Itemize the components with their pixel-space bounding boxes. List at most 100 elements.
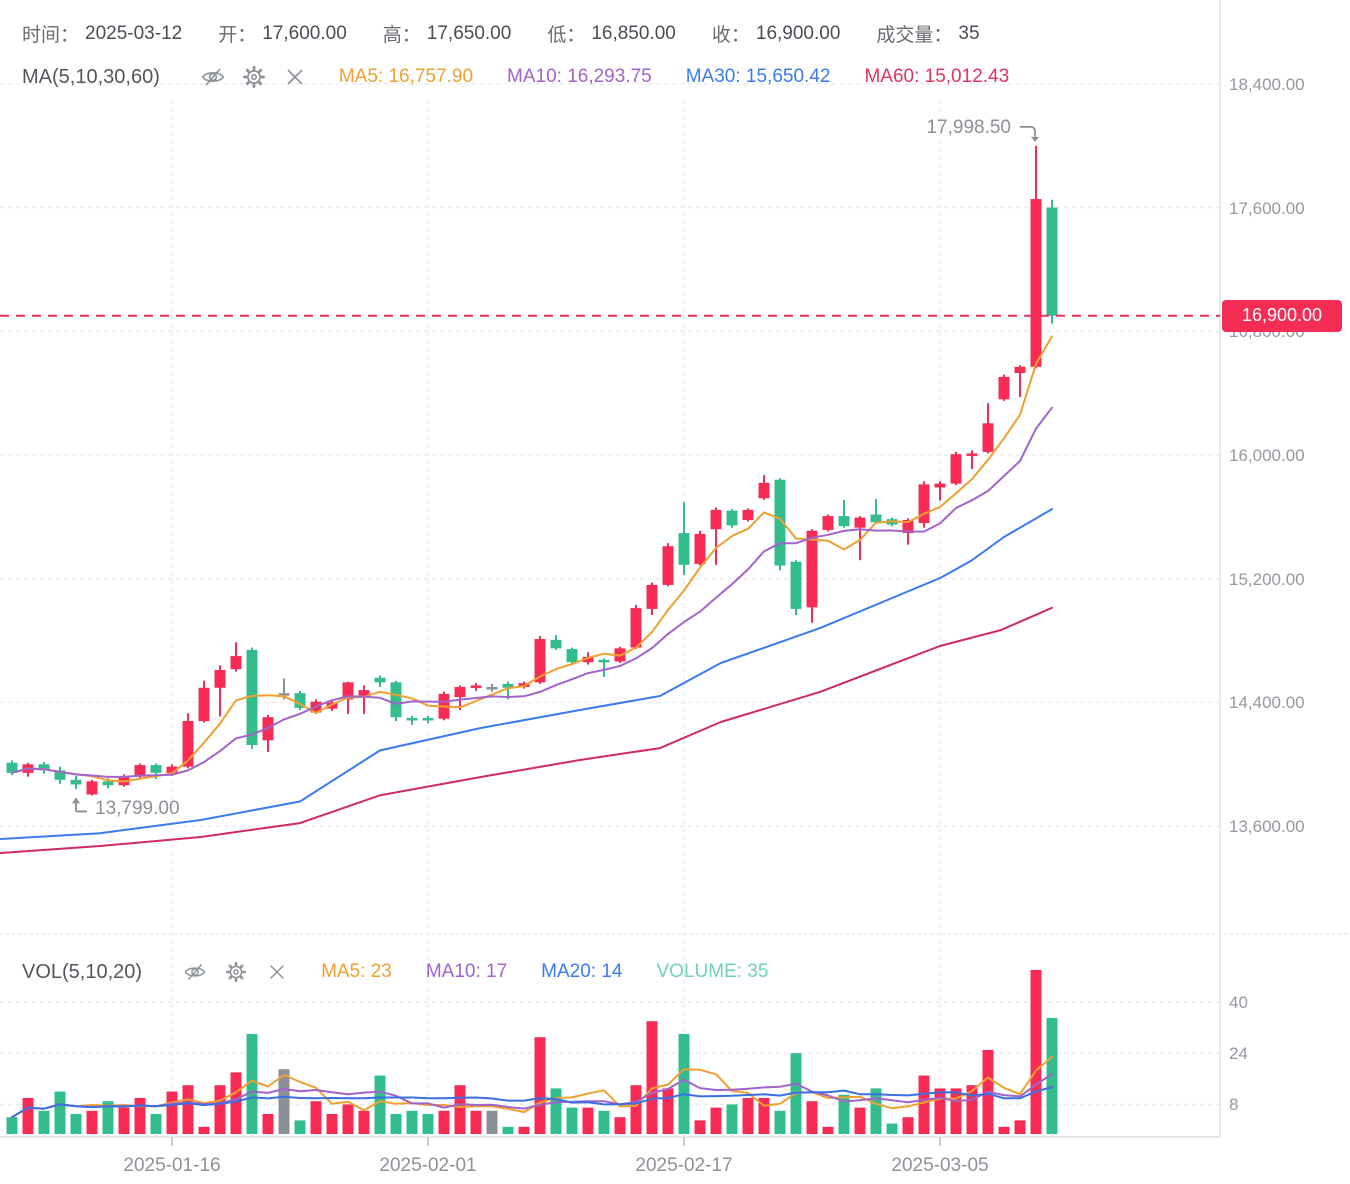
vol-current-value: VOLUME: 35 xyxy=(656,961,769,982)
ohlc-header: 时间： 2025-03-12 开： 17,600.00 高： 17,650.00 低：… xyxy=(22,20,1016,47)
close-value: 16,900.00 xyxy=(755,22,841,44)
remove-indicator-button[interactable] xyxy=(280,62,310,92)
eye-off-icon xyxy=(201,68,225,86)
volume-bar xyxy=(822,1126,834,1134)
low-label: 低： xyxy=(547,25,586,46)
volume-bar xyxy=(646,1021,658,1134)
candle-body xyxy=(966,453,978,456)
price-axis-label: 18,400.00 xyxy=(1229,74,1305,94)
candle-body xyxy=(694,533,706,565)
volume-bar xyxy=(70,1114,82,1134)
volume-bar xyxy=(630,1085,642,1134)
candle-body xyxy=(502,683,514,688)
candle-body xyxy=(86,781,98,795)
candle-body xyxy=(950,454,962,484)
volume-axis-label: 40 xyxy=(1229,993,1248,1012)
ma10-value: MA10: 16,293.75 xyxy=(507,66,652,87)
gear-icon xyxy=(225,961,247,983)
candle-body xyxy=(982,423,994,452)
volume-label: 成交量： xyxy=(876,25,953,46)
candle-body xyxy=(806,530,818,608)
volume-bar xyxy=(854,1107,866,1134)
ma-legend: MA(5,10,30,60) xyxy=(22,62,1043,92)
time-field: 时间： 2025-03-12 xyxy=(22,20,182,47)
price-axis-label: 16,000.00 xyxy=(1229,446,1305,465)
candle-body xyxy=(278,693,290,696)
volume-bar xyxy=(86,1110,98,1134)
volume-bar xyxy=(246,1034,258,1134)
time-value: 2025-03-12 xyxy=(85,22,183,44)
low-field: 低： 16,850.00 xyxy=(547,20,676,47)
volume-bar xyxy=(726,1104,738,1134)
ma5-value: MA5: 16,757.90 xyxy=(338,66,474,87)
vol-legend: VOL(5,10,20) xyxy=(22,957,802,987)
volume-bar xyxy=(694,1120,706,1134)
candle-body xyxy=(54,770,66,780)
ma60-value: MA60: 15,012.43 xyxy=(864,66,1010,87)
volume-bar xyxy=(966,1085,978,1134)
volume-bar xyxy=(758,1098,770,1134)
candle-body xyxy=(998,376,1010,400)
volume-bar xyxy=(198,1126,210,1134)
volume-bar xyxy=(182,1085,194,1134)
volume-bar xyxy=(902,1117,914,1134)
close-label: 收： xyxy=(711,25,750,46)
open-field: 开： 17,600.00 xyxy=(218,20,347,47)
volume-bar xyxy=(214,1085,226,1134)
candle-body xyxy=(422,717,434,721)
ma30-value: MA30: 15,650.42 xyxy=(685,66,831,87)
volume-bar xyxy=(262,1114,274,1134)
candle-body xyxy=(182,721,194,767)
price-axis-label: 15,200.00 xyxy=(1229,569,1305,589)
candle-body xyxy=(454,687,466,698)
volume-bar xyxy=(406,1110,418,1134)
volume-bar xyxy=(390,1114,402,1134)
volume-bar xyxy=(550,1088,562,1134)
hide-indicator-button[interactable] xyxy=(198,62,228,92)
date-axis-label: 2025-03-05 xyxy=(891,1155,989,1176)
low-value: 16,850.00 xyxy=(591,22,676,44)
gear-icon xyxy=(242,66,265,88)
volume-bar xyxy=(22,1098,34,1134)
volume-bar xyxy=(918,1075,930,1134)
candle-body xyxy=(246,649,258,746)
close-field: 收： 16,900.00 xyxy=(712,20,841,47)
volume-bar xyxy=(1014,1120,1026,1134)
volume-bar xyxy=(534,1037,546,1134)
candle-body xyxy=(1014,366,1026,374)
high-label: 高： xyxy=(382,25,421,46)
price-axis-label: 13,600.00 xyxy=(1229,817,1305,837)
ma-line xyxy=(11,406,1053,778)
candle-body xyxy=(630,608,642,648)
volume-bar xyxy=(806,1101,818,1134)
volume-bar xyxy=(1046,1018,1058,1134)
candle-body xyxy=(854,517,866,528)
candle-body xyxy=(1030,199,1042,367)
ma-indicator-toolbar xyxy=(198,62,321,92)
volume-bar xyxy=(598,1110,610,1134)
volume-bar xyxy=(774,1110,786,1134)
price-axis-label: 17,600.00 xyxy=(1229,198,1305,218)
vol-ma10-value: MA10: 17 xyxy=(425,961,508,982)
open-value: 17,600.00 xyxy=(262,22,347,44)
candle-body xyxy=(934,483,946,488)
volume-bar xyxy=(134,1098,146,1134)
hide-volume-button[interactable] xyxy=(180,957,210,987)
date-axis-label: 2025-02-17 xyxy=(635,1155,733,1176)
volume-bar xyxy=(566,1107,578,1134)
candle-body xyxy=(198,687,210,722)
volume-settings-button[interactable] xyxy=(221,957,251,987)
volume-bar xyxy=(710,1107,722,1134)
candle-body xyxy=(566,649,578,663)
volume-bar xyxy=(518,1126,530,1134)
candle-body xyxy=(662,546,674,585)
volume-bar xyxy=(998,1126,1010,1134)
candle-body xyxy=(70,779,82,785)
open-label: 开： xyxy=(218,25,257,46)
indicator-settings-button[interactable] xyxy=(239,62,269,92)
remove-volume-button[interactable] xyxy=(262,957,292,987)
volume-bar xyxy=(230,1072,242,1134)
candle-body xyxy=(1046,207,1058,316)
